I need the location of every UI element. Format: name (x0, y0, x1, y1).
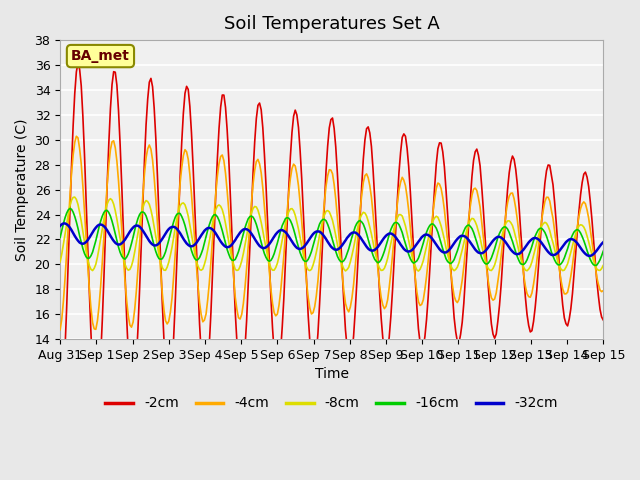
-32cm (509, 249, 516, 254)
-4cm (509, 190, 516, 196)
Legend: -2cm, -4cm, -8cm, -16cm, -32cm: -2cm, -4cm, -8cm, -16cm, -32cm (100, 391, 564, 416)
-16cm (591, 263, 599, 268)
-32cm (65, 223, 72, 228)
-2cm (220, 92, 228, 98)
-32cm (586, 253, 594, 259)
X-axis label: Time: Time (315, 367, 349, 382)
Y-axis label: Soil Temperature (C): Soil Temperature (C) (15, 119, 29, 261)
-32cm (363, 244, 371, 250)
-16cm (502, 224, 510, 230)
-4cm (502, 210, 510, 216)
-32cm (61, 221, 69, 227)
Line: -16cm: -16cm (60, 208, 604, 265)
-32cm (600, 240, 607, 245)
-4cm (600, 288, 607, 293)
-2cm (363, 126, 371, 132)
-8cm (363, 213, 371, 219)
-32cm (56, 223, 64, 229)
-8cm (415, 268, 422, 274)
-4cm (220, 158, 228, 164)
-8cm (63, 221, 70, 227)
-32cm (502, 240, 510, 246)
-32cm (220, 242, 228, 248)
-32cm (178, 233, 186, 239)
-8cm (510, 228, 518, 234)
-2cm (600, 317, 607, 323)
-2cm (178, 139, 186, 145)
-16cm (56, 235, 64, 240)
-8cm (220, 213, 228, 218)
-8cm (56, 259, 64, 264)
Line: -4cm: -4cm (60, 136, 604, 330)
-4cm (72, 133, 80, 139)
-8cm (178, 201, 186, 206)
-16cm (66, 205, 74, 211)
-16cm (363, 231, 371, 237)
Line: -32cm: -32cm (60, 224, 604, 256)
-8cm (71, 194, 79, 200)
-4cm (63, 250, 70, 256)
-16cm (509, 239, 516, 244)
-2cm (502, 208, 510, 214)
-4cm (56, 327, 64, 333)
-2cm (63, 305, 70, 311)
-4cm (363, 171, 371, 177)
-16cm (178, 214, 186, 219)
-8cm (600, 263, 607, 268)
-4cm (178, 165, 186, 170)
-16cm (63, 210, 70, 216)
-16cm (600, 248, 607, 254)
-2cm (509, 153, 516, 159)
-2cm (74, 60, 82, 66)
Line: -2cm: -2cm (60, 63, 604, 408)
Line: -8cm: -8cm (60, 197, 604, 271)
-16cm (220, 234, 228, 240)
-8cm (504, 218, 511, 224)
Title: Soil Temperatures Set A: Soil Temperatures Set A (224, 15, 440, 33)
Text: BA_met: BA_met (71, 49, 130, 63)
-2cm (56, 405, 64, 410)
